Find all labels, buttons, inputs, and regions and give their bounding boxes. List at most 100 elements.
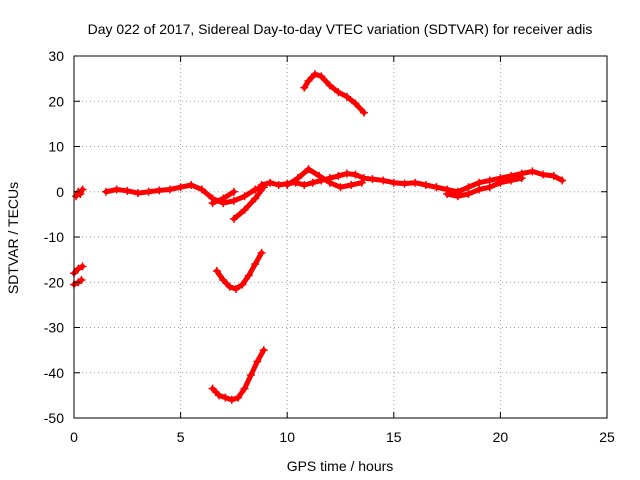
series-point (475, 185, 484, 194)
x-tick-label: 25 (599, 429, 615, 445)
series-point (539, 170, 548, 179)
series-point (214, 391, 223, 400)
series-point (351, 99, 360, 108)
series-point (308, 178, 317, 187)
series-point (315, 171, 324, 180)
series-point (259, 346, 268, 355)
series-point (251, 260, 260, 269)
x-tick-label: 0 (70, 429, 78, 445)
series-point (176, 183, 185, 192)
series-point (336, 183, 345, 192)
series-point (257, 248, 266, 257)
series-point (464, 183, 473, 192)
series-point (432, 183, 441, 192)
y-tick-label: 10 (48, 139, 64, 155)
series-point (443, 190, 452, 199)
series-point (78, 262, 87, 271)
series-point (528, 167, 537, 176)
series-point (227, 395, 236, 404)
series-point (240, 384, 249, 393)
y-tick-label: -20 (44, 274, 64, 290)
series-point (558, 176, 567, 185)
series-point (244, 271, 253, 280)
y-tick-label: -10 (44, 229, 64, 245)
y-tick-label: 30 (48, 48, 64, 64)
series-point (155, 186, 164, 195)
data-series (70, 70, 567, 404)
axis-ticks: 0 5 10 15 20 25 -50 -40 -30 -20 -10 0 10 20 30 (44, 48, 615, 445)
series-point (234, 393, 243, 402)
series-point (342, 92, 351, 101)
series-point (517, 174, 526, 183)
grid-lines (74, 56, 607, 418)
series-point (229, 214, 238, 223)
x-tick-label: 10 (279, 429, 295, 445)
series-point (507, 176, 516, 185)
series-point (229, 187, 238, 196)
x-tick-label: 20 (493, 429, 509, 445)
series-point (304, 165, 313, 174)
series-point (334, 88, 343, 97)
series-point (421, 180, 430, 189)
y-tick-label: -30 (44, 320, 64, 336)
series-point (219, 275, 228, 284)
series-line-arc-8 (210, 347, 267, 403)
series-point (240, 192, 249, 201)
series-point (334, 171, 343, 180)
plot-frame (73, 55, 608, 419)
series-point (212, 266, 221, 275)
series-point (549, 171, 558, 180)
series-point (389, 178, 398, 187)
x-axis-label: GPS time / hours (287, 458, 394, 474)
series-point (453, 192, 462, 201)
series-point (300, 180, 309, 189)
series-point (232, 285, 241, 294)
series-point (300, 83, 309, 92)
y-axis-label: SDTVAR / TECUs (5, 182, 21, 294)
series-point (485, 176, 494, 185)
series-point (257, 180, 266, 189)
series-point (219, 194, 228, 203)
series-line-arc-7 (214, 250, 265, 292)
series-point (101, 187, 110, 196)
series-point (251, 185, 260, 194)
series-point (359, 108, 368, 117)
series-point (144, 187, 153, 196)
y-tick-label: 20 (48, 93, 64, 109)
series-line-arc-1 (73, 187, 85, 199)
series-point (208, 199, 217, 208)
series-point (283, 180, 292, 189)
x-tick-label: 5 (177, 429, 185, 445)
series-point (246, 371, 255, 380)
series-point (357, 178, 366, 187)
series-point (221, 393, 230, 402)
series-point (400, 179, 409, 188)
series-point (317, 72, 326, 81)
y-tick-label: -50 (44, 410, 64, 426)
series-point (464, 190, 473, 199)
series-point (475, 178, 484, 187)
series-point (304, 76, 313, 85)
series-point (368, 175, 377, 184)
y-tick-label: 0 (56, 184, 64, 200)
y-tick-label: -40 (44, 365, 64, 381)
chart-title: Day 022 of 2017, Sidereal Day-to-day VTE… (88, 21, 593, 37)
series-point (485, 183, 494, 192)
series-point (187, 180, 196, 189)
series-point (78, 185, 87, 194)
series-point (351, 170, 360, 179)
series-point (325, 178, 334, 187)
series-point (251, 194, 260, 203)
series-point (123, 186, 132, 195)
series-point (72, 192, 81, 201)
series-point (229, 196, 238, 205)
series-point (225, 282, 234, 291)
series-point (133, 189, 142, 198)
x-tick-label: 15 (386, 429, 402, 445)
series-point (411, 178, 420, 187)
series-point (266, 178, 275, 187)
series-point (274, 180, 283, 189)
series-point (342, 169, 351, 178)
series-point (310, 70, 319, 79)
